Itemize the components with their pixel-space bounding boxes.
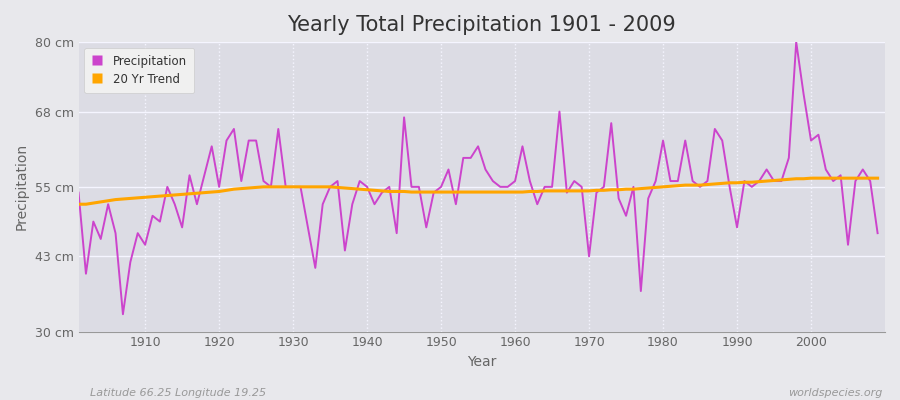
Y-axis label: Precipitation: Precipitation <box>15 143 29 230</box>
Text: Latitude 66.25 Longitude 19.25: Latitude 66.25 Longitude 19.25 <box>90 388 266 398</box>
Legend: Precipitation, 20 Yr Trend: Precipitation, 20 Yr Trend <box>85 48 194 93</box>
Text: worldspecies.org: worldspecies.org <box>788 388 882 398</box>
X-axis label: Year: Year <box>467 355 497 369</box>
Title: Yearly Total Precipitation 1901 - 2009: Yearly Total Precipitation 1901 - 2009 <box>287 15 676 35</box>
